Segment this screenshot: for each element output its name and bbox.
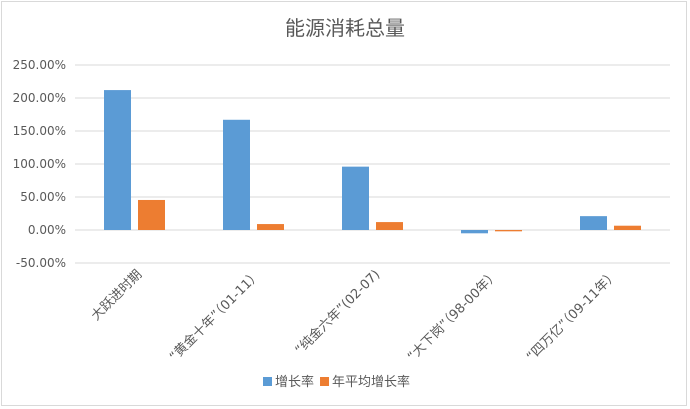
y-tick-label: 0.00% xyxy=(28,223,66,237)
x-tick-label: “四万亿”（09-11年） xyxy=(524,267,621,364)
x-tick-label: 大跃进时期 xyxy=(89,267,146,324)
legend-label: 增长率 xyxy=(275,374,314,390)
bar-growth-rate xyxy=(461,230,488,234)
bar-avg-growth-rate xyxy=(495,230,522,232)
bar-avg-growth-rate xyxy=(257,224,284,230)
x-tick-label: “黄金十年”（01-11） xyxy=(166,267,264,365)
y-tick-label: 100.00% xyxy=(13,157,66,171)
y-tick-label: 250.00% xyxy=(13,58,66,72)
legend-swatch xyxy=(320,377,330,386)
legend-swatch xyxy=(263,377,272,386)
bar-growth-rate xyxy=(223,119,250,230)
y-tick-label: -50.00% xyxy=(16,256,66,270)
legend-label: 年平均增长率 xyxy=(332,374,410,390)
x-tick-label: “纯金六年”(02-07) xyxy=(292,267,383,358)
y-tick-label: 200.00% xyxy=(13,91,66,105)
bar-avg-growth-rate xyxy=(138,199,165,230)
bar-growth-rate xyxy=(580,216,607,230)
bar-growth-rate xyxy=(104,90,131,230)
x-tick-label: “大下岗”（98-00年） xyxy=(405,267,502,364)
bar-avg-growth-rate xyxy=(614,225,641,230)
bar-avg-growth-rate xyxy=(376,222,403,230)
chart-title: 能源消耗总量 xyxy=(285,16,405,40)
y-tick-label: 50.00% xyxy=(20,190,66,204)
y-tick-label: 150.00% xyxy=(13,124,66,138)
bar-growth-rate xyxy=(342,166,369,230)
